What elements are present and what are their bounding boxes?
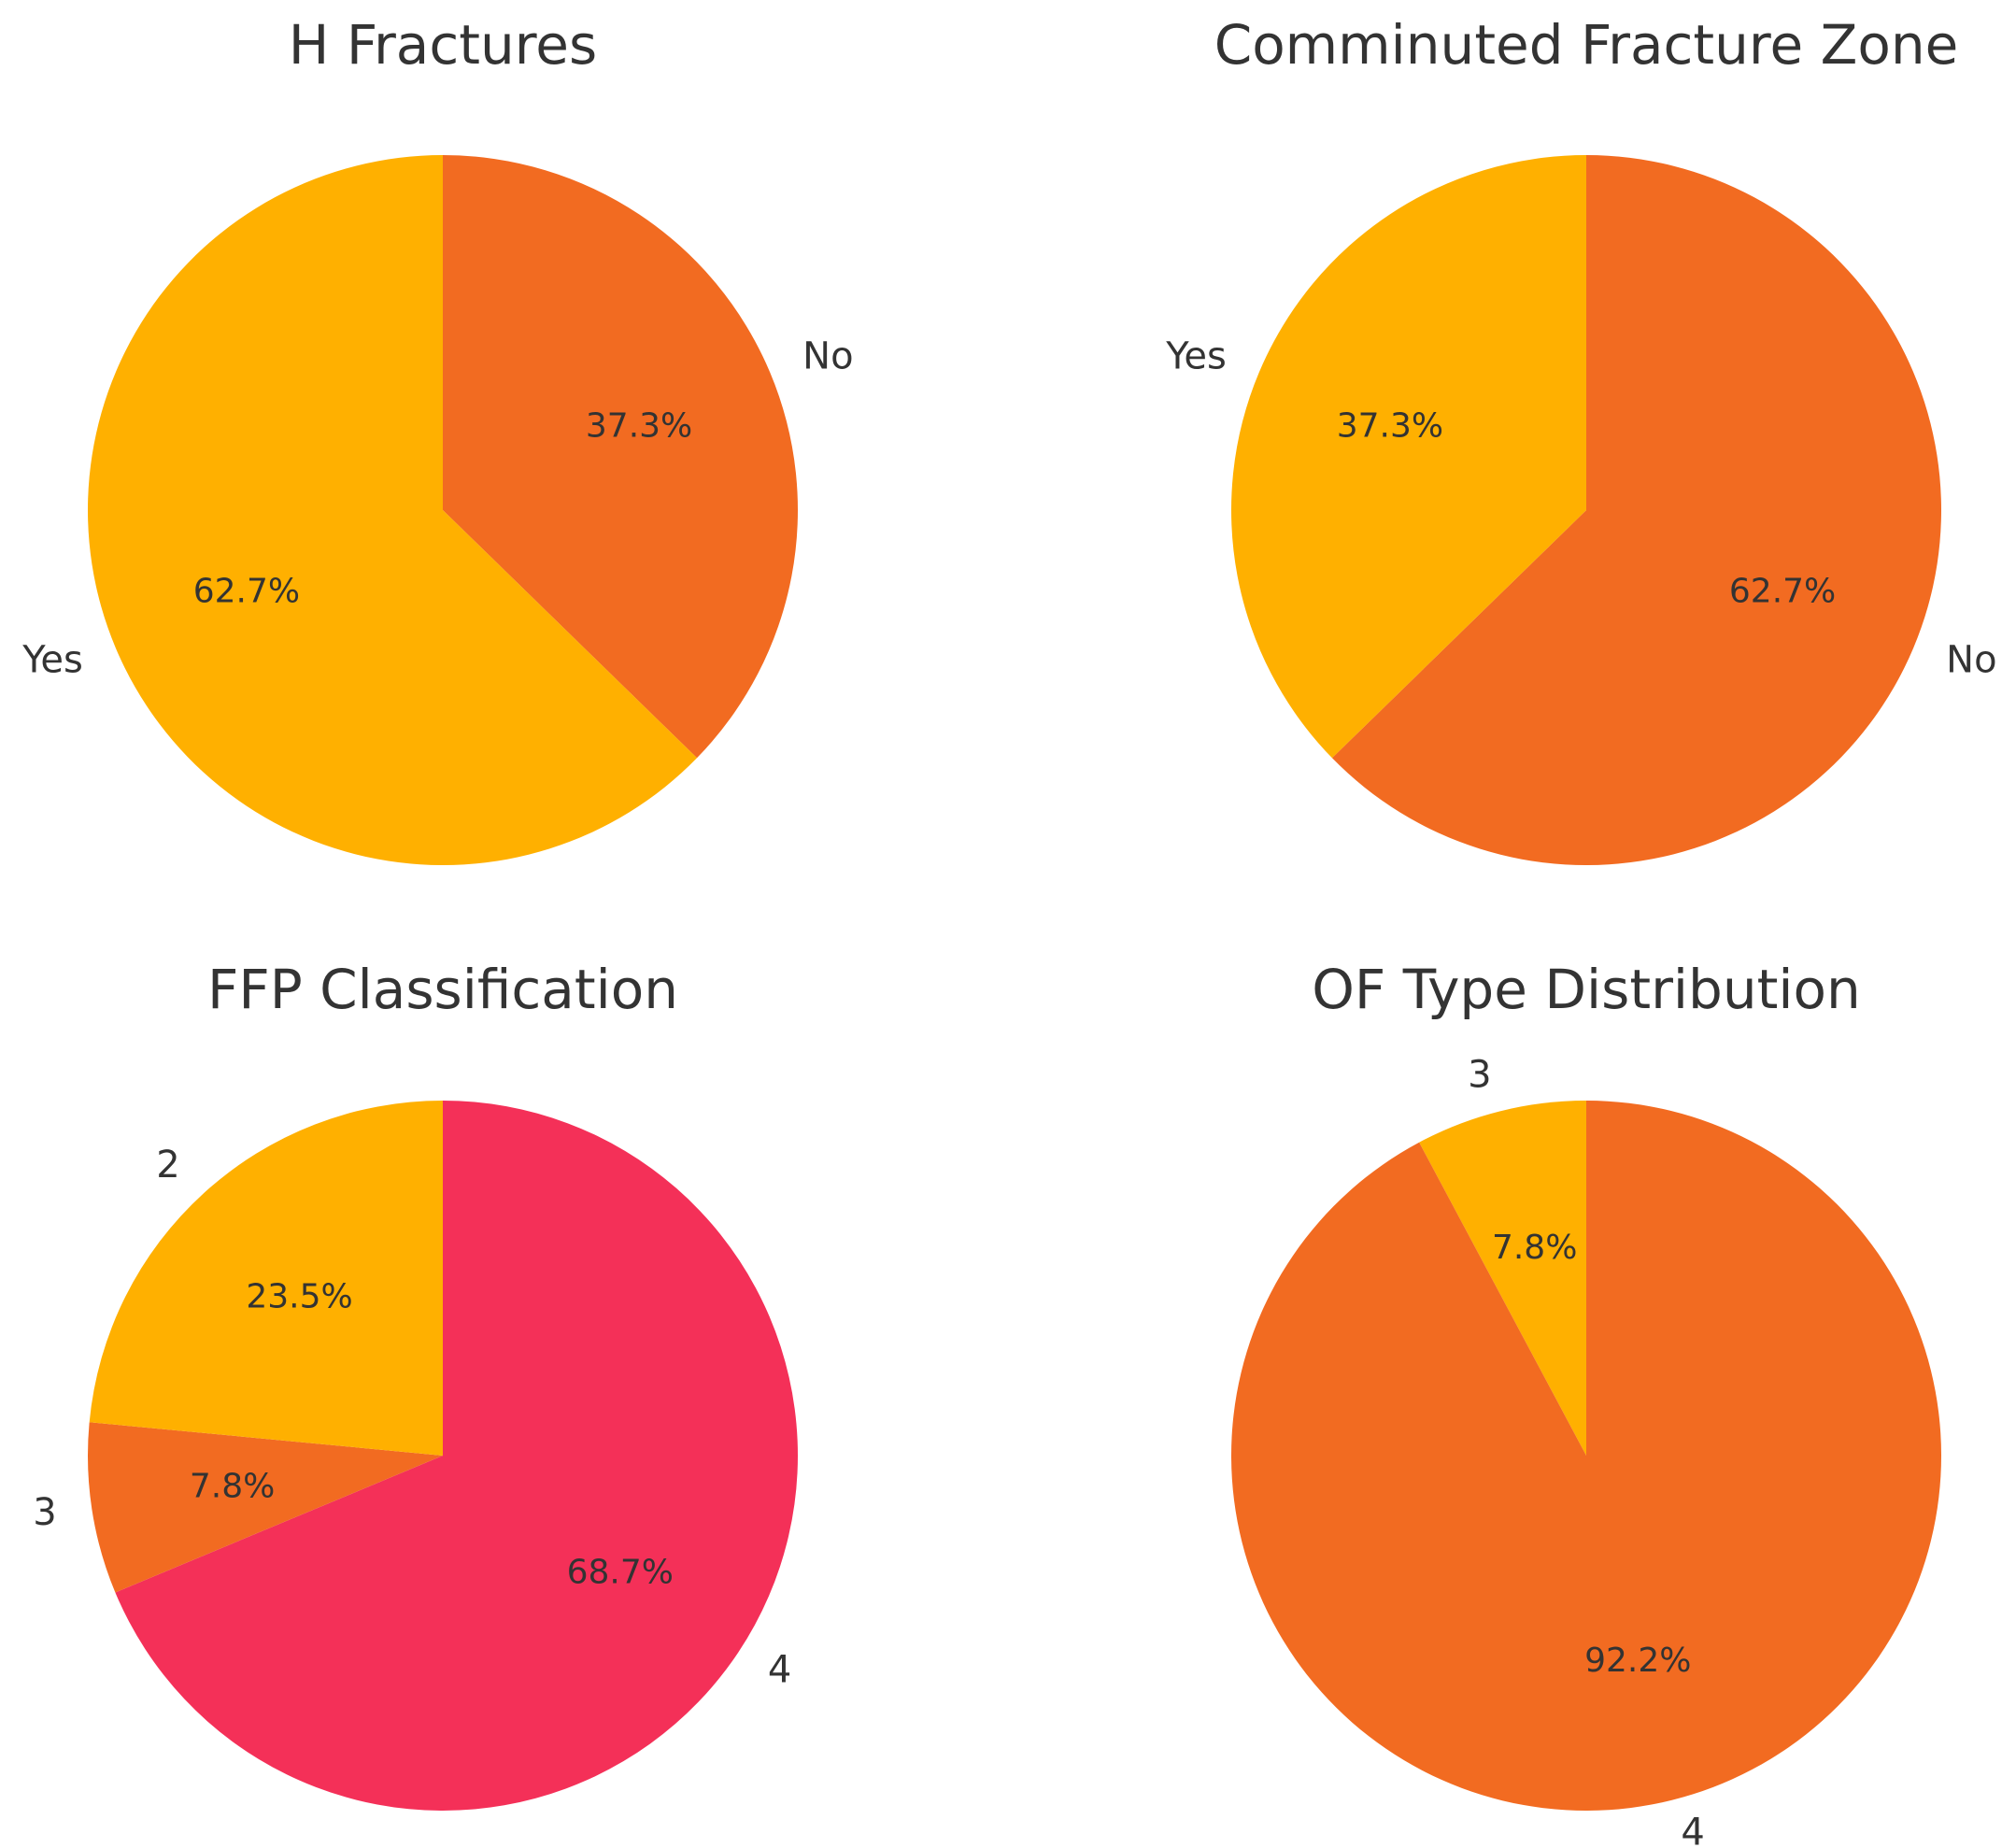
of-type-distribution-category-label-4: 4 [1681, 1812, 1704, 1848]
h-fractures-slice-yes [88, 155, 698, 866]
h-fractures-pct-label-no: 37.3% [586, 406, 692, 445]
of-type-distribution-pct-label-4: 92.2% [1584, 1642, 1691, 1680]
of-type-distribution-pct-label-3: 7.8% [1492, 1229, 1577, 1267]
ffp-classification-pct-label-2: 23.5% [246, 1277, 352, 1315]
comminuted-fracture-zone-category-label-yes: Yes [1165, 335, 1227, 378]
ffp-classification-category-label-4: 4 [768, 1649, 791, 1692]
ffp-classification-title: FFP Classification [207, 958, 678, 1021]
h-fractures-title: H Fractures [289, 13, 597, 77]
h-fractures-pct-label-yes: 62.7% [193, 573, 300, 611]
comminuted-fracture-zone-title: Comminuted Fracture Zone [1214, 13, 1959, 77]
comminuted-fracture-zone-category-label-no: No [1946, 638, 1996, 681]
comminuted-fracture-zone-pct-label-yes: 37.3% [1337, 406, 1443, 445]
ffp-classification-chart: FFP Classification 68.7% 4 7.8% 3 23.5% 2 [33, 958, 798, 1811]
ffp-classification-slice-4 [115, 1101, 798, 1811]
ffp-classification-slice-2 [89, 1101, 443, 1456]
h-fractures-category-label-yes: Yes [21, 638, 83, 681]
of-type-distribution-chart: OF Type Distribution 7.8% 3 92.2% 4 [1230, 958, 1941, 1848]
of-type-distribution-category-label-3: 3 [1468, 1053, 1491, 1096]
ffp-classification-slice-3 [88, 1422, 444, 1593]
comminuted-fracture-zone-pct-label-no: 62.7% [1729, 573, 1836, 611]
of-type-distribution-slice-4 [1230, 1101, 1941, 1812]
ffp-classification-category-label-3: 3 [33, 1491, 56, 1534]
h-fractures-slice-no [443, 155, 799, 759]
comminuted-fracture-zone-chart: Comminuted Fracture Zone 62.7% No 37.3% Yes [1165, 13, 1997, 865]
ffp-classification-pct-label-4: 68.7% [567, 1553, 674, 1591]
of-type-distribution-slice-3 [1419, 1101, 1586, 1456]
ffp-classification-pct-label-3: 7.8% [190, 1467, 275, 1505]
h-fractures-chart: H Fractures 37.3% No 62.7% Yes [21, 13, 854, 866]
h-fractures-category-label-no: No [802, 335, 853, 378]
comminuted-fracture-zone-slice-yes [1230, 154, 1586, 759]
of-type-distribution-title: OF Type Distribution [1312, 958, 1860, 1021]
ffp-classification-category-label-2: 2 [156, 1144, 179, 1187]
comminuted-fracture-zone-slice-no [1331, 155, 1941, 865]
